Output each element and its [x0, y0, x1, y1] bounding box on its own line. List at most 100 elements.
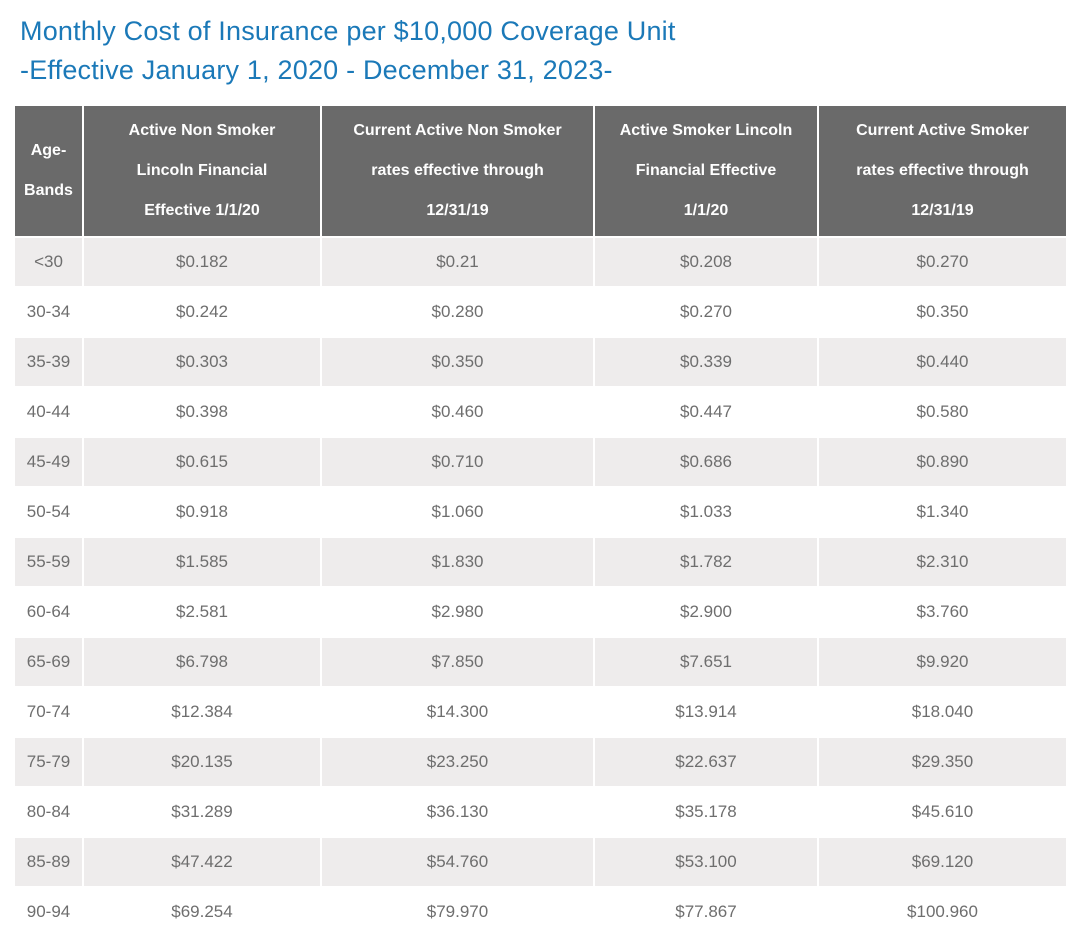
rate-cell: $0.580: [817, 386, 1068, 438]
rate-cell: $1.782: [593, 536, 819, 588]
column-header-line: Active Smoker Lincoln: [619, 122, 793, 139]
rates-table: Age- Bands Active Non Smoker Lincoln Financ…: [13, 104, 1068, 938]
table-row: 40-44 $0.398 $0.460 $0.447 $0.580: [13, 386, 1068, 438]
rate-cell: $1.585: [82, 536, 322, 588]
rates-table-body: <30 $0.182 $0.21 $0.208 $0.270 30-34 $0.242 $0.…: [13, 236, 1068, 938]
column-header-line: Effective 1/1/20: [144, 202, 260, 219]
rate-cell: $6.798: [82, 636, 322, 688]
column-header-line: Financial Effective: [635, 162, 777, 179]
rate-cell: $0.398: [82, 386, 322, 438]
table-row: 75-79 $20.135 $23.250 $22.637 $29.350: [13, 736, 1068, 788]
age-band-cell: <30: [13, 236, 84, 288]
rate-cell: $2.980: [320, 586, 595, 638]
age-band-cell: 45-49: [13, 436, 84, 488]
rate-cell: $13.914: [593, 686, 819, 738]
rate-cell: $0.460: [320, 386, 595, 438]
column-header-line: Current Active Smoker: [856, 122, 1029, 139]
rate-cell: $1.830: [320, 536, 595, 588]
rate-cell: $0.615: [82, 436, 322, 488]
rate-cell: $7.651: [593, 636, 819, 688]
age-band-cell: 70-74: [13, 686, 84, 738]
age-band-cell: 35-39: [13, 336, 84, 388]
table-row: 65-69 $6.798 $7.850 $7.651 $9.920: [13, 636, 1068, 688]
rate-cell: $77.867: [593, 886, 819, 938]
column-header-current-active-non-smoker: Current Active Non Smoker rates effective…: [320, 104, 595, 238]
rate-cell: $29.350: [817, 736, 1068, 788]
rate-cell: $31.289: [82, 786, 322, 838]
age-band-cell: 40-44: [13, 386, 84, 438]
column-header-line: rates effective through: [371, 162, 544, 179]
table-row: 80-84 $31.289 $36.130 $35.178 $45.610: [13, 786, 1068, 838]
page-title-line-1: Monthly Cost of Insurance per $10,000 Co…: [20, 16, 676, 46]
rate-cell: $36.130: [320, 786, 595, 838]
page-title-line-2: -Effective January 1, 2020 - December 31…: [20, 55, 613, 85]
rate-cell: $1.033: [593, 486, 819, 538]
rate-cell: $9.920: [817, 636, 1068, 688]
table-row: 35-39 $0.303 $0.350 $0.339 $0.440: [13, 336, 1068, 388]
age-band-cell: 80-84: [13, 786, 84, 838]
rate-cell: $0.182: [82, 236, 322, 288]
column-header-line: 12/31/19: [426, 202, 489, 219]
table-row: 70-74 $12.384 $14.300 $13.914 $18.040: [13, 686, 1068, 738]
age-band-cell: 65-69: [13, 636, 84, 688]
rate-cell: $0.270: [817, 236, 1068, 288]
age-band-cell: 50-54: [13, 486, 84, 538]
rate-cell: $3.760: [817, 586, 1068, 638]
rate-cell: $35.178: [593, 786, 819, 838]
rate-cell: $2.310: [817, 536, 1068, 588]
rate-cell: $20.135: [82, 736, 322, 788]
table-row: 45-49 $0.615 $0.710 $0.686 $0.890: [13, 436, 1068, 488]
column-header-age-bands: Age- Bands: [13, 104, 84, 238]
age-band-cell: 30-34: [13, 286, 84, 338]
rate-cell: $54.760: [320, 836, 595, 888]
rate-cell: $45.610: [817, 786, 1068, 838]
table-row: 85-89 $47.422 $54.760 $53.100 $69.120: [13, 836, 1068, 888]
table-row: 55-59 $1.585 $1.830 $1.782 $2.310: [13, 536, 1068, 588]
rate-cell: $2.581: [82, 586, 322, 638]
rate-cell: $12.384: [82, 686, 322, 738]
rate-cell: $100.960: [817, 886, 1068, 938]
rate-cell: $14.300: [320, 686, 595, 738]
rate-cell: $0.350: [320, 336, 595, 388]
rate-cell: $0.21: [320, 236, 595, 288]
rate-cell: $0.270: [593, 286, 819, 338]
rate-cell: $47.422: [82, 836, 322, 888]
column-header-current-active-smoker: Current Active Smoker rates effective thr…: [817, 104, 1068, 238]
column-header-line: Bands: [24, 182, 73, 199]
rate-cell: $2.900: [593, 586, 819, 638]
column-header-line: Lincoln Financial: [136, 162, 268, 179]
column-header-line: 1/1/20: [683, 202, 729, 219]
column-header-line: Age-: [30, 142, 67, 159]
rate-cell: $0.242: [82, 286, 322, 338]
rate-cell: $0.440: [817, 336, 1068, 388]
age-band-cell: 75-79: [13, 736, 84, 788]
table-row: 50-54 $0.918 $1.060 $1.033 $1.340: [13, 486, 1068, 538]
rate-cell: $79.970: [320, 886, 595, 938]
rate-cell: $18.040: [817, 686, 1068, 738]
age-band-cell: 85-89: [13, 836, 84, 888]
rate-cell: $0.280: [320, 286, 595, 338]
rate-cell: $1.060: [320, 486, 595, 538]
table-row: 30-34 $0.242 $0.280 $0.270 $0.350: [13, 286, 1068, 338]
column-header-line: 12/31/19: [911, 202, 974, 219]
column-header-line: Current Active Non Smoker: [353, 122, 562, 139]
column-header-line: rates effective through: [856, 162, 1029, 179]
rates-table-head: Age- Bands Active Non Smoker Lincoln Financ…: [13, 104, 1068, 238]
rate-cell: $7.850: [320, 636, 595, 688]
rate-cell: $0.710: [320, 436, 595, 488]
column-header-active-smoker-lincoln: Active Smoker Lincoln Financial Effective…: [593, 104, 819, 238]
rate-cell: $0.208: [593, 236, 819, 288]
rate-cell: $0.918: [82, 486, 322, 538]
table-row: 90-94 $69.254 $79.970 $77.867 $100.960: [13, 886, 1068, 938]
age-band-cell: 90-94: [13, 886, 84, 938]
rate-cell: $23.250: [320, 736, 595, 788]
rate-cell: $1.340: [817, 486, 1068, 538]
table-row: <30 $0.182 $0.21 $0.208 $0.270: [13, 236, 1068, 288]
header-row: Age- Bands Active Non Smoker Lincoln Financ…: [13, 104, 1068, 238]
rate-cell: $0.303: [82, 336, 322, 388]
rate-cell: $0.890: [817, 436, 1068, 488]
rate-cell: $0.339: [593, 336, 819, 388]
column-header-active-non-smoker-lincoln: Active Non Smoker Lincoln Financial Effect…: [82, 104, 322, 238]
column-header-line: Active Non Smoker: [128, 122, 276, 139]
